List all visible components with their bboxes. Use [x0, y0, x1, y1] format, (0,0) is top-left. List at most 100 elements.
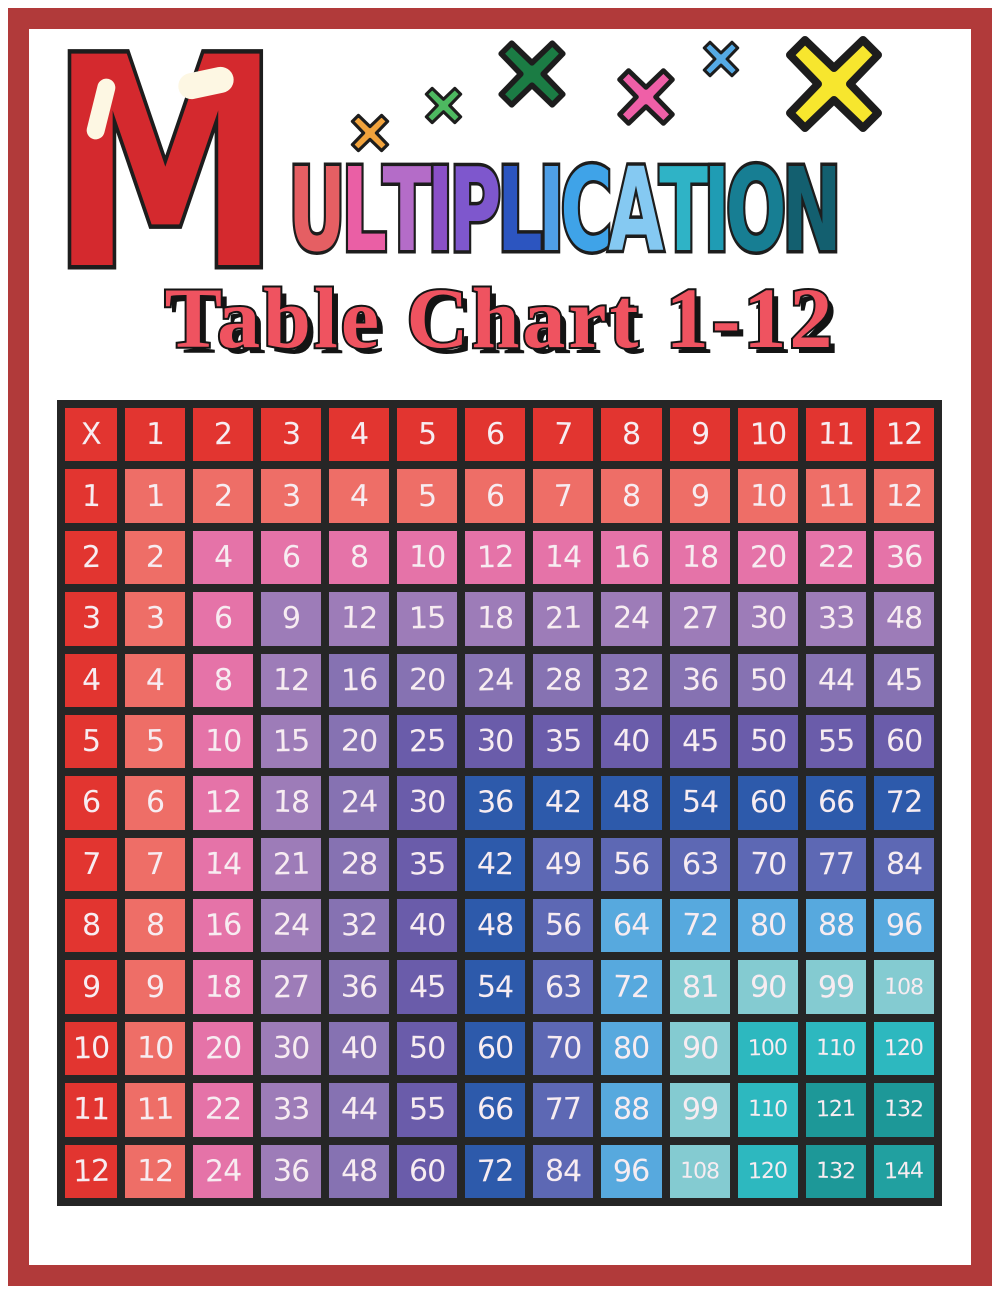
product-cell: 63	[533, 960, 594, 1014]
row-label-cell-value: 4	[81, 662, 101, 698]
product-cell-value: 12	[476, 539, 514, 576]
product-cell: 50	[737, 653, 798, 707]
product-cell-value: 20	[408, 662, 446, 699]
product-cell: 24	[601, 592, 662, 646]
header-cell-value: X	[80, 416, 102, 453]
product-cell: 30	[397, 776, 458, 830]
title-letter: U	[286, 141, 348, 282]
product-cell-value: 84	[885, 846, 923, 883]
product-cell: 20	[329, 714, 390, 769]
product-cell-value: 90	[681, 1030, 719, 1067]
product-cell: 49	[533, 837, 594, 892]
product-cell: 60	[873, 714, 934, 769]
product-cell: 7	[124, 837, 185, 892]
product-cell: 45	[397, 960, 458, 1014]
row-label-cell: 3	[65, 592, 117, 646]
product-cell: 12	[260, 653, 322, 707]
product-cell-value: 36	[681, 662, 719, 699]
multiplication-table: X 1 2 3 4 5 6 7 8 9 10 11 12 1 1 2 3 4 5 6 7 8 9 10 11 12 2 2 4 6 8 10 1…	[57, 400, 942, 1206]
product-cell: 96	[601, 1144, 662, 1198]
product-cell-value: 60	[885, 723, 923, 760]
product-cell-value: 70	[749, 846, 787, 883]
product-cell: 55	[397, 1083, 458, 1137]
row-label-cell: 1	[65, 469, 117, 523]
product-cell: 36	[465, 776, 526, 830]
product-cell: 14	[192, 837, 253, 892]
product-cell-value: 80	[749, 907, 787, 944]
product-cell: 70	[533, 1021, 594, 1076]
product-cell: 24	[465, 653, 526, 707]
product-cell-value: 110	[747, 1096, 788, 1123]
product-cell: 90	[669, 1021, 730, 1076]
product-cell: 54	[465, 960, 526, 1014]
product-cell-value: 44	[340, 1091, 378, 1128]
title-letter: O	[724, 141, 789, 282]
product-cell-value: 72	[476, 1153, 514, 1190]
product-cell: 10	[737, 469, 798, 523]
header-cell: 7	[533, 408, 594, 462]
product-cell-value: 42	[476, 846, 514, 883]
product-cell: 18	[465, 592, 526, 646]
row-label-cell: 2	[65, 530, 117, 585]
product-cell-value: 120	[884, 1035, 924, 1062]
product-cell: 5	[397, 469, 458, 523]
product-cell-value: 63	[681, 846, 719, 883]
title-letter: P	[447, 141, 504, 282]
product-cell: 10	[192, 714, 253, 769]
product-cell-value: 27	[681, 600, 719, 637]
product-cell: 22	[192, 1083, 253, 1137]
product-cell: 4	[329, 469, 390, 523]
product-cell: 110	[737, 1083, 798, 1137]
row-label-cell-value: 1	[81, 478, 101, 514]
product-cell: 88	[805, 899, 866, 953]
product-cell-value: 60	[408, 1153, 446, 1190]
product-cell: 120	[873, 1021, 934, 1076]
product-cell: 132	[873, 1083, 934, 1137]
product-cell-value: 11	[136, 1091, 174, 1128]
header-cell-value: 12	[885, 416, 923, 453]
product-cell-value: 40	[408, 907, 446, 944]
product-cell: 5	[124, 714, 185, 769]
product-cell: 12	[465, 530, 526, 585]
green-cross-icon	[424, 86, 463, 125]
header-cell-value: 5	[417, 416, 437, 453]
product-cell: 18	[260, 776, 322, 830]
product-cell-value: 24	[272, 907, 310, 944]
product-cell: 80	[737, 899, 798, 953]
product-cell-value: 6	[145, 785, 165, 821]
product-cell-value: 110	[816, 1035, 856, 1062]
product-cell-value: 24	[612, 600, 651, 637]
product-cell: 6	[260, 530, 322, 585]
product-cell: 35	[397, 837, 458, 892]
product-cell: 18	[192, 960, 253, 1014]
product-cell: 56	[601, 837, 662, 892]
title-letter: I	[425, 141, 456, 282]
yellow-cross-icon	[786, 36, 882, 132]
product-cell: 45	[669, 714, 730, 769]
header-cell: 3	[260, 408, 322, 462]
product-cell-value: 77	[544, 1091, 582, 1128]
product-cell: 32	[329, 899, 390, 953]
product-cell-value: 30	[476, 723, 514, 760]
product-cell-value: 33	[272, 1091, 310, 1128]
row-label-cell-value: 12	[72, 1153, 110, 1190]
product-cell: 66	[465, 1083, 526, 1137]
product-cell-value: 42	[544, 785, 582, 821]
product-cell-value: 45	[408, 969, 446, 1006]
product-cell: 55	[805, 714, 866, 769]
product-cell-value: 90	[749, 969, 787, 1006]
product-cell: 80	[601, 1021, 662, 1076]
title-letter: T	[380, 141, 433, 282]
blue-cross-icon	[702, 40, 740, 78]
product-cell-value: 60	[476, 1030, 514, 1067]
product-cell: 60	[465, 1021, 526, 1076]
product-cell-value: 9	[690, 478, 710, 514]
product-cell-value: 10	[408, 539, 446, 576]
product-cell-value: 4	[213, 539, 233, 576]
product-cell: 15	[260, 714, 322, 769]
product-cell: 28	[329, 837, 390, 892]
product-cell-value: 54	[681, 785, 719, 821]
product-cell: 2	[192, 469, 253, 523]
product-cell-value: 88	[817, 907, 855, 944]
